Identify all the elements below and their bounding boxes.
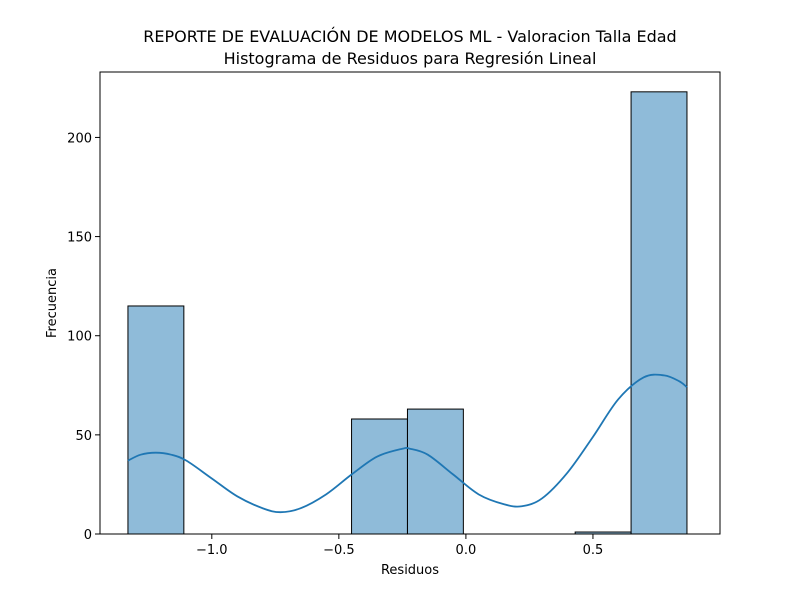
- chart-title-line2: Histograma de Residuos para Regresión Li…: [224, 49, 597, 68]
- y-tick-label-1: 50: [75, 429, 92, 444]
- x-tick-label-2: 0.0: [456, 543, 477, 558]
- chart-title-line1: REPORTE DE EVALUACIÓN DE MODELOS ML - Va…: [143, 27, 676, 46]
- x-axis-label: Residuos: [381, 563, 439, 578]
- histogram-bar-4: [351, 418, 408, 535]
- y-tick-label-4: 200: [67, 131, 92, 146]
- y-axis-label: Frecuencia: [45, 268, 60, 338]
- histogram-bar-9: [630, 91, 688, 535]
- histogram-bar-5: [406, 408, 464, 535]
- kde-curve: [127, 373, 688, 514]
- y-tick-label-3: 150: [67, 231, 92, 246]
- y-tick-label-2: 100: [67, 330, 92, 345]
- plot-frame: [99, 71, 721, 535]
- y-tick-label-0: 0: [84, 528, 92, 543]
- x-tick-label-3: 0.5: [583, 543, 604, 558]
- y-axis-ticks: 0 50 100 150 200: [67, 131, 100, 543]
- x-tick-label-0: −1.0: [196, 543, 228, 558]
- histogram-bar-0: [127, 305, 185, 535]
- bars-group: [127, 91, 688, 535]
- x-tick-label-1: −0.5: [323, 543, 355, 558]
- x-axis-ticks: −1.0 −0.5 0.0 0.5: [196, 534, 603, 558]
